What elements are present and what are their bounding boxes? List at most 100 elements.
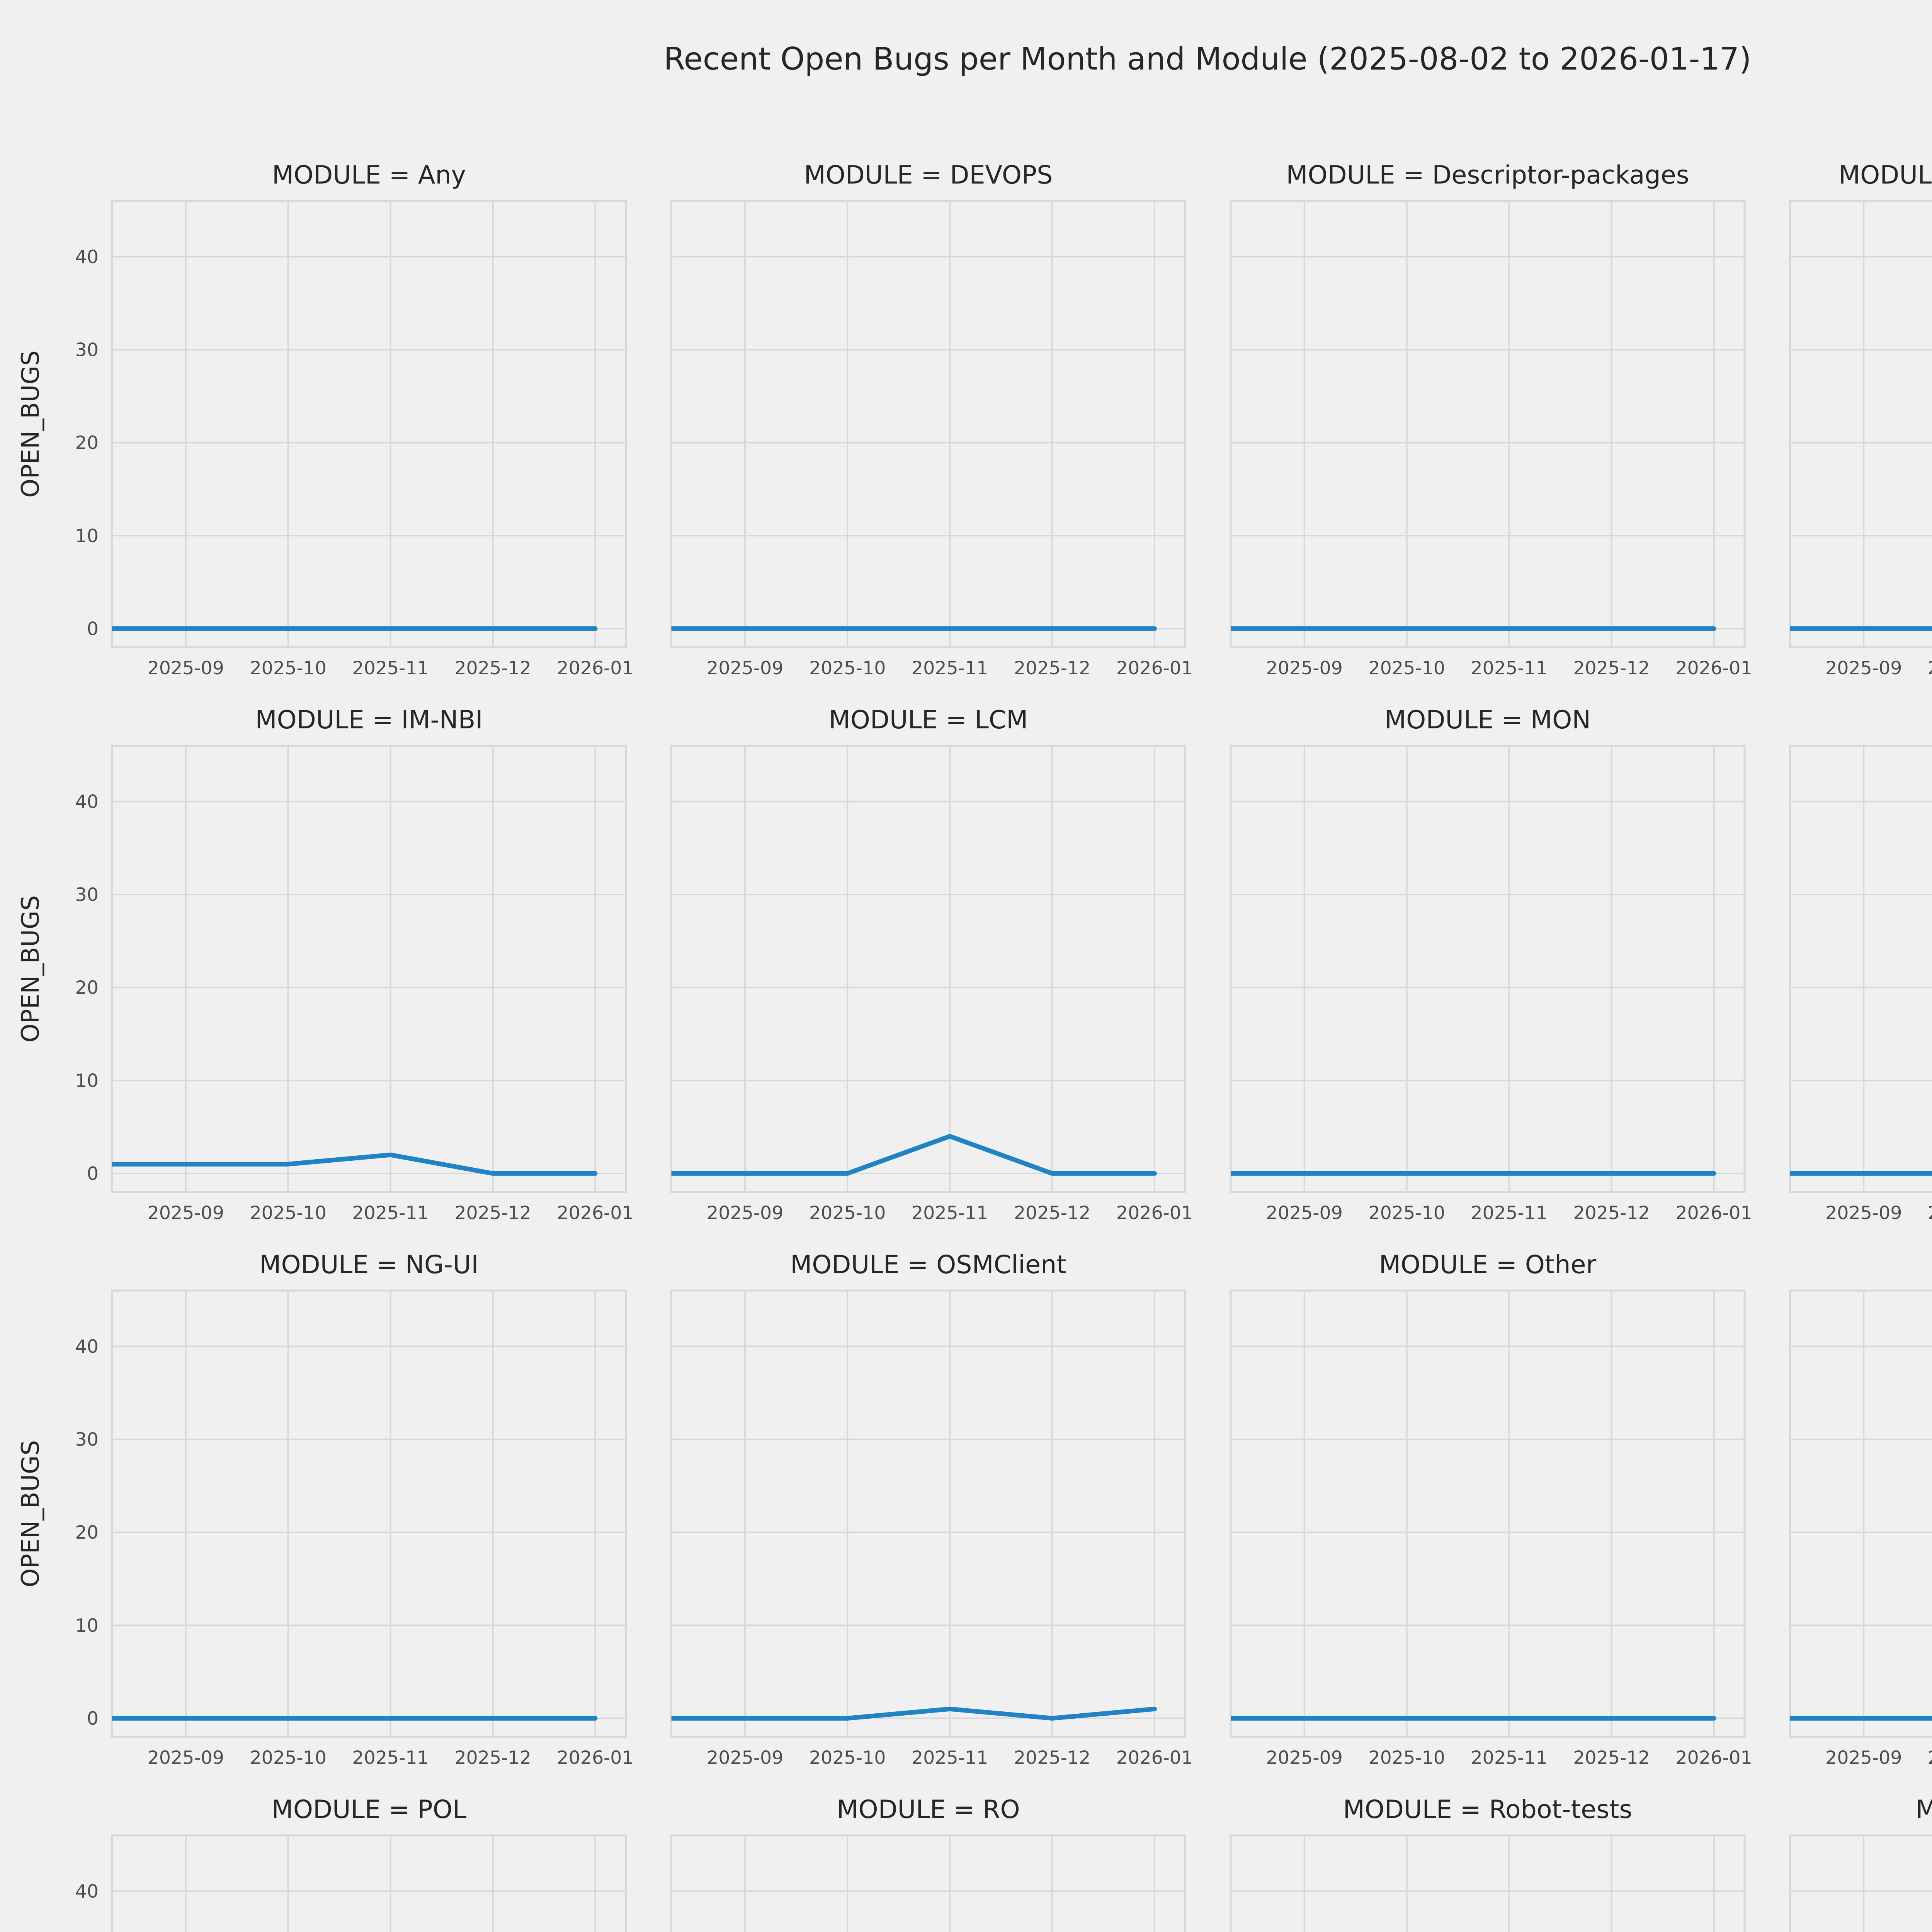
- facet-title: MODULE = IM-NBI: [255, 706, 483, 735]
- panel-background: [111, 1834, 627, 1932]
- x-tick-label: 2025-09: [148, 1202, 224, 1224]
- x-tick-label: 2025-10: [1928, 1202, 1932, 1224]
- panel-background: [1230, 745, 1746, 1193]
- facet-panel: MODULE = Any 2025-09 2025-10 2025-11 2025-12…: [16, 161, 634, 679]
- facet-panel: MODULE = N2VC2025-092025-102025-112025-1…: [1789, 745, 1932, 1224]
- x-tick-label: 2026-01: [1675, 1747, 1752, 1769]
- x-tick-label: 2025-11: [912, 1202, 988, 1224]
- x-tick-label: 2025-12: [1014, 1747, 1090, 1769]
- facet-title: MODULE = Any: [272, 161, 466, 190]
- facet-panel: MODULE = Robot-tests2025-092025-102025-1…: [1230, 1795, 1746, 1932]
- y-tick-label: 30: [75, 1429, 99, 1451]
- panel-background: [1789, 1834, 1932, 1932]
- x-tick-label: 2025-09: [1266, 1747, 1343, 1769]
- x-tick-label: 2025-11: [1471, 1202, 1547, 1224]
- x-tick-label: 2025-10: [250, 1747, 326, 1769]
- facet-title: MODULE = NG-UI: [259, 1250, 478, 1279]
- panel-background: [111, 1289, 627, 1738]
- x-tick-label: 2025-09: [1266, 658, 1343, 679]
- panel-background: [1789, 745, 1932, 1193]
- x-tick-label: 2025-11: [1471, 658, 1547, 679]
- x-tick-label: 2026-01: [557, 1747, 633, 1769]
- open-bugs-line: [112, 1152, 598, 1176]
- facet-panel: MODULE = LCM 2025-09 2025-10 2025-11 2025-12…: [670, 706, 1193, 1224]
- x-tick-label: 2025-10: [809, 1747, 886, 1769]
- x-tick-label: 2025-10: [250, 1202, 326, 1224]
- facet-panel: MODULE = IM-NBI 2025-09 2025-10 2025-11 2025…: [16, 706, 634, 1224]
- y-tick-label: 20: [75, 977, 99, 998]
- x-tick-label: 2025-12: [1014, 658, 1090, 679]
- facet-panel: MODULE = POL2025-092025-102025-112025-12…: [75, 1795, 627, 1932]
- y-tick-label: 40: [75, 1336, 99, 1357]
- x-tick-label: 2026-01: [557, 1202, 633, 1224]
- x-tick-label: 2025-11: [352, 1747, 429, 1769]
- panel-background: [111, 745, 627, 1193]
- facet-title: MODULE = Descriptor-packages: [1286, 161, 1689, 190]
- x-tick-label: 2025-12: [1573, 1747, 1650, 1769]
- x-tick-label: 2026-01: [1675, 1202, 1752, 1224]
- x-tick-label: 2025-09: [1825, 1202, 1902, 1224]
- x-tick-label: 2025-10: [1928, 658, 1932, 679]
- x-tick-label: 2026-01: [1116, 1202, 1193, 1224]
- panel-background: [670, 1834, 1186, 1932]
- x-tick-label: 2025-09: [148, 658, 224, 679]
- facet-panel: MODULE = Unknown2025-092025-102025-11202…: [1789, 1795, 1932, 1932]
- x-tick-label: 2025-10: [1928, 1747, 1932, 1769]
- x-tick-label: 2025-10: [250, 658, 326, 679]
- x-tick-label: 2025-11: [1471, 1747, 1547, 1769]
- x-tick-label: 2025-12: [454, 1747, 531, 1769]
- facet-title: MODULE = DEVOPS: [804, 161, 1053, 190]
- figure-title: Recent Open Bugs per Month and Module (2…: [664, 41, 1752, 77]
- panel-background: [1789, 1289, 1932, 1738]
- x-tick-label: 2025-11: [912, 658, 988, 679]
- y-tick-label: 0: [87, 1163, 99, 1184]
- y-tick-label: 10: [75, 1070, 99, 1092]
- facet-title: MODULE = Robot-tests: [1343, 1795, 1633, 1824]
- y-tick-label: 10: [75, 1615, 99, 1636]
- x-tick-label: 2025-10: [809, 1202, 886, 1224]
- facet-title: MODULE = Unknown: [1916, 1795, 1932, 1824]
- x-tick-label: 2025-10: [1368, 1747, 1445, 1769]
- x-tick-label: 2025-10: [1368, 658, 1445, 679]
- facet-panel: MODULE = NG-UI 2025-09 2025-10 2025-11 2025-…: [16, 1250, 634, 1769]
- open-bugs-line: [671, 1706, 1157, 1721]
- y-tick-label: 0: [87, 1708, 99, 1729]
- x-tick-label: 2025-09: [148, 1747, 224, 1769]
- facet-panel: MODULE = OSMClient 2025-09 2025-10 2025-11 2…: [670, 1250, 1193, 1769]
- y-tick-label: 40: [75, 791, 99, 813]
- facet-panel: MODULE = MON 2025-09 2025-10 2025-11 2025-12…: [1230, 706, 1752, 1224]
- x-tick-label: 2026-01: [557, 658, 633, 679]
- y-tick-label: 30: [75, 884, 99, 906]
- y-tick-label: 0: [87, 618, 99, 639]
- x-tick-label: 2026-01: [1116, 658, 1193, 679]
- panel-background: [670, 200, 1186, 648]
- x-tick-label: 2025-09: [707, 658, 783, 679]
- panel-background: [1230, 1834, 1746, 1932]
- x-tick-label: 2025-09: [1825, 658, 1902, 679]
- facet-panel: MODULE = PLA2025-092025-102025-112025-12…: [1789, 1289, 1932, 1769]
- panel-background: [1230, 200, 1746, 648]
- facet-panel: MODULE = RO2025-092025-102025-112025-122…: [670, 1795, 1186, 1932]
- facet-title: MODULE = MON: [1384, 706, 1591, 735]
- panel-background: [670, 1289, 1186, 1738]
- y-axis-label: OPEN_BUGS: [16, 1440, 44, 1587]
- x-tick-label: 2025-09: [1266, 1202, 1343, 1224]
- x-tick-label: 2025-09: [707, 1747, 783, 1769]
- facet-title: MODULE = Documentation / Wiki: [1838, 161, 1932, 190]
- facet-title: MODULE = OSMClient: [790, 1250, 1066, 1279]
- x-tick-label: 2025-12: [454, 1202, 531, 1224]
- y-tick-label: 10: [75, 526, 99, 547]
- open-bugs-line: [671, 1134, 1157, 1176]
- y-tick-label: 40: [75, 247, 99, 268]
- x-tick-label: 2026-01: [1116, 1747, 1193, 1769]
- facet-panel: MODULE = Other 2025-09 2025-10 2025-11 2025-…: [1230, 1250, 1752, 1769]
- x-tick-label: 2025-11: [352, 1202, 429, 1224]
- x-tick-label: 2025-09: [1825, 1747, 1902, 1769]
- facet-title: MODULE = Other: [1379, 1250, 1597, 1279]
- facet-panel: MODULE = Descriptor-packages 2025-09 2025-…: [1230, 161, 1752, 679]
- x-tick-label: 2026-01: [1675, 658, 1752, 679]
- y-tick-label: 20: [75, 432, 99, 454]
- x-tick-label: 2025-11: [912, 1747, 988, 1769]
- y-tick-label: 40: [75, 1881, 99, 1902]
